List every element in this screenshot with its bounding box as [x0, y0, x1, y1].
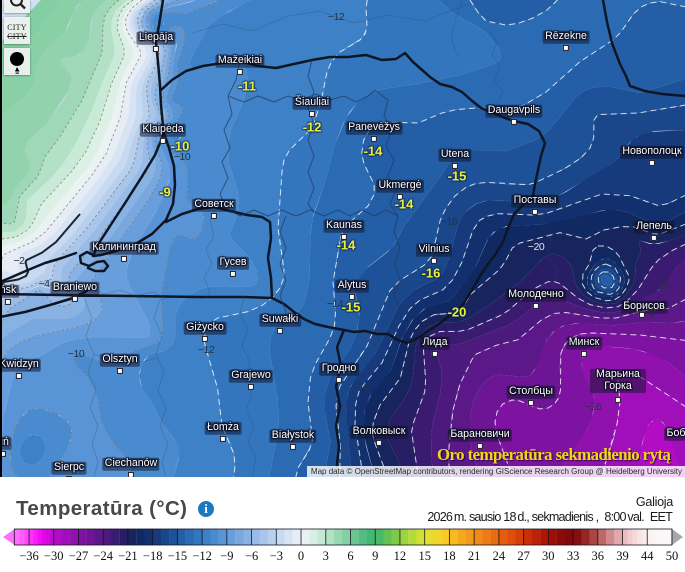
svg-text:33: 33 — [567, 549, 580, 563]
svg-text:39: 39 — [616, 549, 629, 563]
svg-text:9: 9 — [372, 549, 378, 563]
svg-text:−6: −6 — [245, 549, 258, 563]
svg-text:−3: −3 — [270, 549, 283, 563]
svg-text:12: 12 — [394, 549, 407, 563]
svg-text:15: 15 — [418, 549, 431, 563]
svg-text:−12: −12 — [192, 549, 212, 563]
svg-text:24: 24 — [493, 549, 506, 563]
svg-text:21: 21 — [468, 549, 481, 563]
svg-text:−36: −36 — [19, 549, 39, 563]
svg-text:−9: −9 — [220, 549, 233, 563]
svg-text:50: 50 — [666, 549, 679, 563]
svg-text:−27: −27 — [69, 549, 89, 563]
svg-text:18: 18 — [443, 549, 456, 563]
svg-text:−21: −21 — [118, 549, 138, 563]
svg-text:−18: −18 — [143, 549, 163, 563]
svg-text:−15: −15 — [168, 549, 188, 563]
svg-text:6: 6 — [347, 549, 353, 563]
svg-text:0: 0 — [298, 549, 304, 563]
svg-text:−30: −30 — [44, 549, 64, 563]
svg-text:−24: −24 — [93, 549, 113, 563]
svg-text:30: 30 — [542, 549, 555, 563]
svg-text:27: 27 — [517, 549, 530, 563]
svg-text:36: 36 — [592, 549, 605, 563]
svg-text:3: 3 — [323, 549, 329, 563]
svg-text:44: 44 — [641, 549, 654, 563]
